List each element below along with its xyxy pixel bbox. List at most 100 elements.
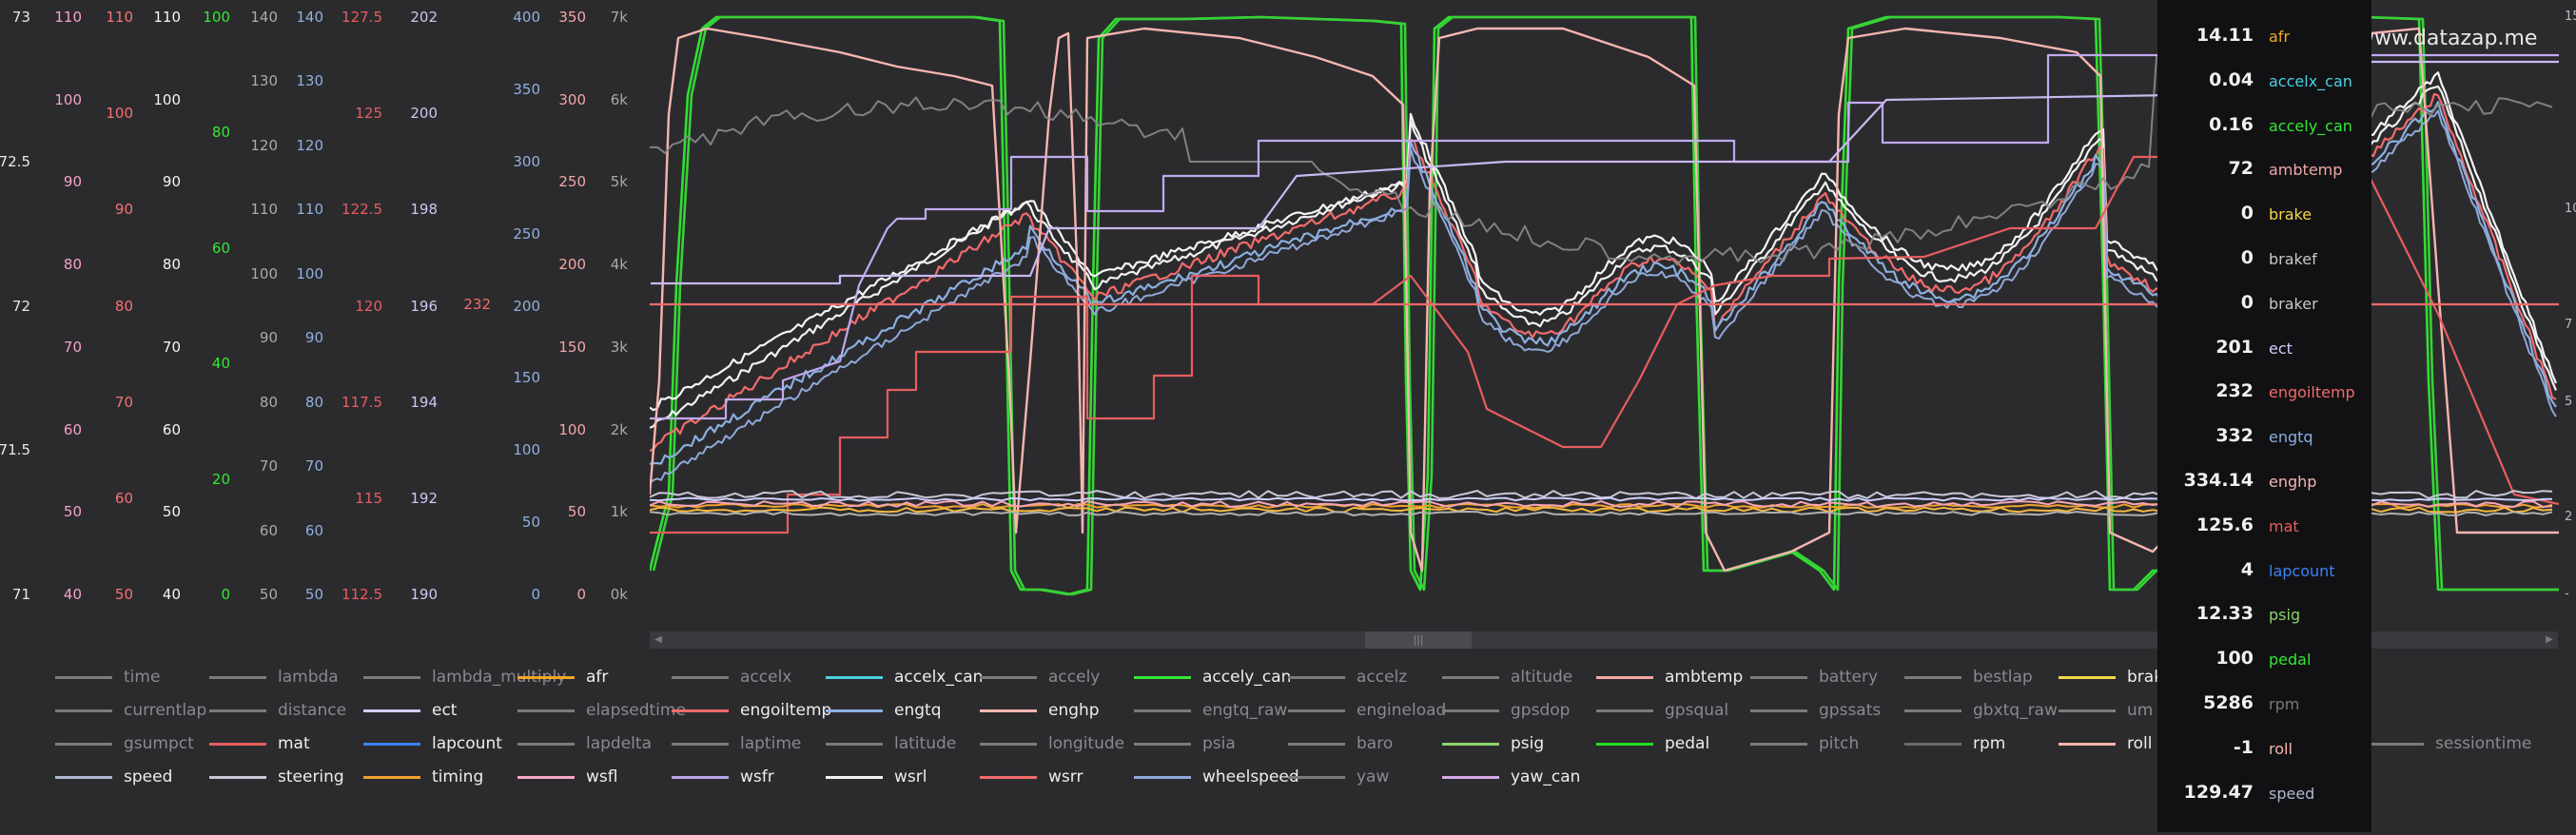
legend-swatch-icon [1134,675,1191,679]
legend-item-wsfl[interactable]: wsfl [517,766,617,788]
legend-item-bestlap[interactable]: bestlap [1904,666,2033,689]
legend-item-enghp[interactable]: enghp [980,699,1100,722]
tooltip-row-mat: 125.6 mat [2157,511,2371,539]
legend-item-pedal[interactable]: pedal [1596,732,1709,755]
legend-label: gsumpct [124,734,194,753]
tooltip-value: 0 [2240,247,2254,268]
axis-6-tick-label: 130 [296,72,323,90]
legend-item-yaw-can[interactable]: yaw_can [1442,766,1580,788]
legend-item-lambda-multiply[interactable]: lambda_multiply [363,666,566,689]
legend-item-wsrr[interactable]: wsrr [980,766,1083,788]
legend-label: lambda [278,668,339,687]
legend-swatch-icon [672,675,729,679]
legend-label: ambtemp [1665,668,1744,687]
legend-item-gpsqual[interactable]: gpsqual [1596,699,1728,722]
axis-8-tick-label: 196 [410,297,438,315]
legend-item-brake[interactable]: brake [2059,666,2173,689]
legend-item-roll[interactable]: roll [2059,732,2152,755]
legend-item-psia[interactable]: psia [1134,732,1236,755]
legend-item-rpm[interactable]: rpm [1904,732,2005,755]
tooltip-value: 334.14 [2183,470,2254,491]
axis-10-tick-label: 400 [513,9,540,26]
legend-label: latitude [894,734,957,753]
axis-12-tick-label: 6k [610,90,628,108]
legend-item-longitude[interactable]: longitude [980,732,1124,755]
time-scrollbar[interactable]: ◀ ||| ▶ [650,631,2558,649]
legend-swatch-icon [672,742,729,746]
legend-label: laptime [740,734,802,753]
legend-item-accely[interactable]: accely [980,666,1100,689]
legend-item-timing[interactable]: timing [363,766,483,788]
legend-swatch-icon [1134,709,1191,712]
legend-item-gpsdop[interactable]: gpsdop [1442,699,1570,722]
legend-swatch-icon [826,709,883,712]
axis-7-tick-label: 112.5 [342,586,382,603]
legend-label: baro [1356,734,1394,753]
legend-item-distance[interactable]: distance [209,699,346,722]
legend-item-engineload[interactable]: engineload [1288,699,1446,722]
legend-item-ambtemp[interactable]: ambtemp [1596,666,1743,689]
legend-item-gbxtq-raw[interactable]: gbxtq_raw [1904,699,2058,722]
legend-item-mat[interactable]: mat [209,732,310,755]
legend-label: currentlap [124,701,207,720]
legend-item-um[interactable]: um [2059,699,2153,722]
legend-item-accelz[interactable]: accelz [1288,666,1407,689]
axis-5-tick-label: 70 [259,457,278,476]
legend-label: accelx [740,668,792,687]
tooltip-value: 232 [2215,380,2254,402]
legend-label: accelz [1356,668,1408,687]
right-axis-tick-label: 2 [2565,510,2573,525]
legend-item-wheelspeed[interactable]: wheelspeed [1134,766,1299,788]
axis-4-tick-label: 0 [221,586,230,603]
legend-item-speed[interactable]: speed [55,766,172,788]
legend-label: longitude [1048,734,1125,753]
axis-11-tick-label: 0 [576,586,586,603]
series-line-mat [650,155,2559,534]
axis-1-tick-label: 50 [63,503,82,521]
scroll-left-arrow-icon[interactable]: ◀ [654,634,662,645]
legend-item-time[interactable]: time [55,666,160,689]
legend-item-lapcount[interactable]: lapcount [363,732,502,755]
legend-item-battery[interactable]: battery [1750,666,1878,689]
tooltip-series-name: mat [2269,516,2299,535]
legend-item-accelx[interactable]: accelx [672,666,791,689]
legend-item-sessiontime[interactable]: sessiontime [2367,732,2531,755]
legend-item-currentlap[interactable]: currentlap [55,699,206,722]
legend-item-accely-can[interactable]: accely_can [1134,666,1291,689]
axis-4-tick-label: 20 [211,470,230,488]
legend-item-lapdelta[interactable]: lapdelta [517,732,652,755]
legend-item-steering[interactable]: steering [209,766,344,788]
scroll-right-arrow-icon[interactable]: ▶ [2546,634,2553,645]
legend-item-wsfr[interactable]: wsfr [672,766,774,788]
tooltip-value: 0 [2240,291,2254,313]
legend-item-engtq[interactable]: engtq [826,699,941,722]
legend-item-gpssats[interactable]: gpssats [1750,699,1881,722]
tooltip-series-name: afr [2269,28,2291,46]
legend-item-latitude[interactable]: latitude [826,732,956,755]
tooltip-row-ambtemp: 72 ambtemp [2157,154,2371,183]
legend-item-gsumpct[interactable]: gsumpct [55,732,194,755]
legend-item-lambda[interactable]: lambda [209,666,339,689]
legend-item-elapsedtime[interactable]: elapsedtime [517,699,686,722]
legend-item-pitch[interactable]: pitch [1750,732,1859,755]
legend-item-engtq-raw[interactable]: engtq_raw [1134,699,1287,722]
legend-item-psig[interactable]: psig [1442,732,1544,755]
legend-item-baro[interactable]: baro [1288,732,1393,755]
legend-item-accelx-can[interactable]: accelx_can [826,666,983,689]
legend-item-ect[interactable]: ect [363,699,457,722]
legend-item-laptime[interactable]: laptime [672,732,801,755]
legend-item-wsrl[interactable]: wsrl [826,766,927,788]
legend-item-altitude[interactable]: altitude [1442,666,1572,689]
scroll-thumb[interactable]: ||| [1365,631,1472,649]
legend-item-yaw[interactable]: yaw [1288,766,1389,788]
axis-6-tick-label: 80 [304,393,323,411]
series-line-lapcount [650,53,2559,420]
series-legend: time lambda lambda_multiply afr accelx accelx… [55,666,2576,827]
legend-item-engoiltemp[interactable]: engoiltemp [672,699,831,722]
legend-label: engoiltemp [740,701,832,720]
tooltip-row-engoiltemp: 232 engoiltemp [2157,377,2371,405]
legend-item-afr[interactable]: afr [517,666,608,689]
legend-swatch-icon [363,775,420,779]
legend-swatch-icon [1442,675,1499,679]
legend-swatch-icon [672,709,729,712]
